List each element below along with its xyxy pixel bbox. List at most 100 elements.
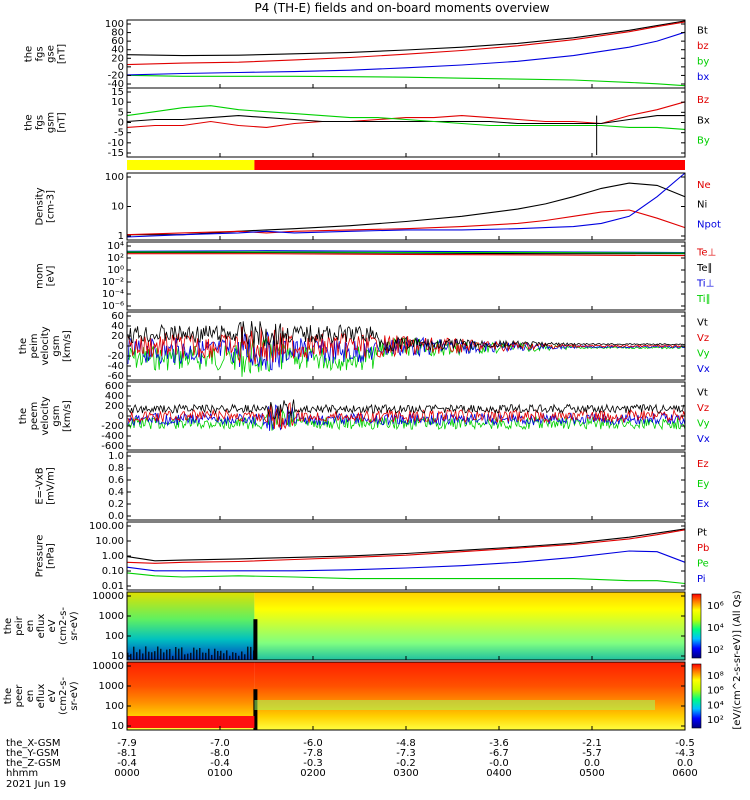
- pressure-series-Pb: [126, 529, 686, 564]
- mom-legend-entry: Ti∥: [696, 294, 711, 305]
- peem-ylabel-line: [km/s]: [62, 400, 73, 432]
- peir-noise-mark: [157, 646, 159, 660]
- fgs_gsm-series-Bx: [126, 115, 685, 125]
- peem-series-green: [127, 409, 686, 431]
- efield-legend-entry: Ez: [697, 459, 709, 470]
- peir-spectrogram-left: [127, 592, 255, 660]
- density-series-Ne: [126, 209, 686, 236]
- peir-ylabel-line: (cm2-s-: [58, 607, 69, 645]
- density-legend-entry: Npot: [697, 219, 721, 230]
- xaxis-value: -6.7: [489, 748, 509, 759]
- peir-ylabel: the peir en eflux eV (cm2-s-sr-eV): [3, 607, 80, 645]
- peem-legend-entry: Vx: [697, 434, 710, 445]
- peer-colorbar-tick: 10⁴: [707, 700, 724, 711]
- status-bar-segment: [127, 160, 255, 170]
- fgs_gse-series-bx: [126, 31, 686, 76]
- mom-ytick-label: 10⁻²: [102, 277, 124, 288]
- mom-legend-entry: Ti⊥: [696, 278, 714, 289]
- peir-gap: [253, 619, 258, 660]
- peem-ylabel-line: gsm: [51, 405, 62, 426]
- peer-ylabel-line: eV: [47, 689, 58, 702]
- mom-ytick-label: 10²: [107, 253, 124, 264]
- peem-frame: [126, 381, 686, 451]
- pressure-ytick-label: 0.10: [102, 566, 124, 577]
- efield-ylabel: E=-VxB [mV/m]: [35, 467, 57, 505]
- peim-ytick-label: -20: [108, 351, 124, 362]
- peir-noise-mark: [133, 646, 135, 660]
- peir-ytick-label: 100: [105, 631, 124, 642]
- mom-ylabel: mom [eV]: [35, 263, 57, 289]
- xaxis-row-label: the_Y-GSM: [6, 748, 59, 759]
- xaxis-value: 0.0: [584, 758, 600, 769]
- fgs_gsm-frame: [126, 87, 686, 158]
- pressure-ytick-label: 10.00: [95, 536, 124, 547]
- peer-colorbar-tick: 10²: [707, 715, 724, 726]
- density-series-Ni: [127, 182, 686, 236]
- density-series-Npot: [126, 172, 686, 238]
- peir-noise-mark: [148, 651, 150, 660]
- peir-ytick-label: 10: [111, 651, 124, 662]
- density-ylabel: Density [cm-3]: [35, 187, 57, 225]
- peir-noise-mark: [247, 646, 249, 660]
- pressure-legend-entry: Pt: [697, 527, 707, 538]
- peim-ytick-label: -40: [108, 361, 124, 372]
- peim-ylabel-line: gsm: [51, 335, 62, 356]
- xaxis-value: -0.4: [117, 758, 137, 769]
- peir-noise-mark: [217, 650, 219, 660]
- peim-series-blue: [127, 331, 685, 371]
- xaxis-date: 2021 Jun 19: [6, 779, 66, 790]
- pressure-series-Pi: [126, 550, 686, 572]
- peem-legend-entry: Vt: [697, 387, 708, 398]
- peim-legend-entry: Vx: [697, 364, 710, 375]
- peir-colorbar-tick: 10²: [707, 645, 724, 656]
- pressure-ylabel: Pressure [nPa]: [35, 535, 57, 578]
- peir-noise-mark: [214, 648, 216, 660]
- mom-ylabel-line: [eV]: [46, 266, 57, 287]
- xaxis-row-label: the_X-GSM: [6, 738, 60, 749]
- peim-ylabel: the peim velocity gsm [km/s]: [18, 326, 73, 365]
- peir-noise-mark: [160, 648, 162, 660]
- pressure-series-Pe: [126, 572, 686, 585]
- peer-spectrogram-right: [254, 662, 685, 730]
- fgs_gse-ylabel-line: [nT]: [57, 44, 68, 64]
- peem-series-black: [127, 399, 686, 419]
- peir-ylabel-line: the: [3, 618, 14, 634]
- pressure-series-Pt: [126, 528, 686, 562]
- fgs_gse-legend-entry: bx: [697, 72, 709, 83]
- density-ytick-label: 10: [111, 202, 124, 213]
- fgs_gse-ytick-label: 100: [105, 19, 124, 30]
- peer-colorbar-tick: 10⁶: [707, 686, 724, 697]
- efield-ytick-label: 0.8: [108, 463, 124, 474]
- fgs_gsm-ytick-label: 15: [111, 87, 124, 98]
- peer-colorbar: [691, 663, 702, 729]
- mom-ytick-label: 10⁰: [107, 265, 124, 276]
- peer-ylabel-line: sr-eV): [69, 681, 80, 710]
- peer-ylabel-line: the: [3, 688, 14, 704]
- peim-legend-entry: Vt: [697, 317, 708, 328]
- peir-noise-mark: [151, 652, 153, 660]
- peir-ytick-label: 1000: [99, 611, 124, 622]
- fgs_gse-ytick-label: 20: [111, 53, 124, 64]
- peir-noise-mark: [202, 652, 204, 660]
- pressure-ytick-label: 100.00: [89, 521, 124, 532]
- fgs_gse-legend-entry: Bt: [697, 25, 708, 36]
- peer-ytick-label: 100: [105, 701, 124, 712]
- peem-ytick-label: 400: [105, 391, 124, 402]
- peir-noise-mark: [199, 647, 201, 660]
- xaxis-value: -7.9: [117, 738, 137, 749]
- peer-ylabel-line: en: [25, 690, 36, 703]
- peir-noise-mark: [229, 655, 231, 660]
- xaxis-value: -0.2: [396, 758, 416, 769]
- peir-noise-mark: [139, 649, 141, 660]
- fgs_gse-ylabel-line: the: [24, 46, 35, 62]
- xaxis-value: -6.0: [303, 738, 323, 749]
- pressure-ylabel-line: [nPa]: [46, 543, 57, 569]
- peer-ytick-label: 1000: [99, 681, 124, 692]
- peir-ylabel-line: eflux: [36, 614, 47, 639]
- peer-ylabel-line: (cm2-s-: [58, 677, 69, 715]
- fgs_gse-ytick-label: -40: [108, 79, 124, 90]
- efield-ylabel-line: [mV/m]: [46, 467, 57, 505]
- peim-legend-entry: Vz: [697, 333, 709, 344]
- fgs_gse-ytick-label: 80: [111, 28, 124, 39]
